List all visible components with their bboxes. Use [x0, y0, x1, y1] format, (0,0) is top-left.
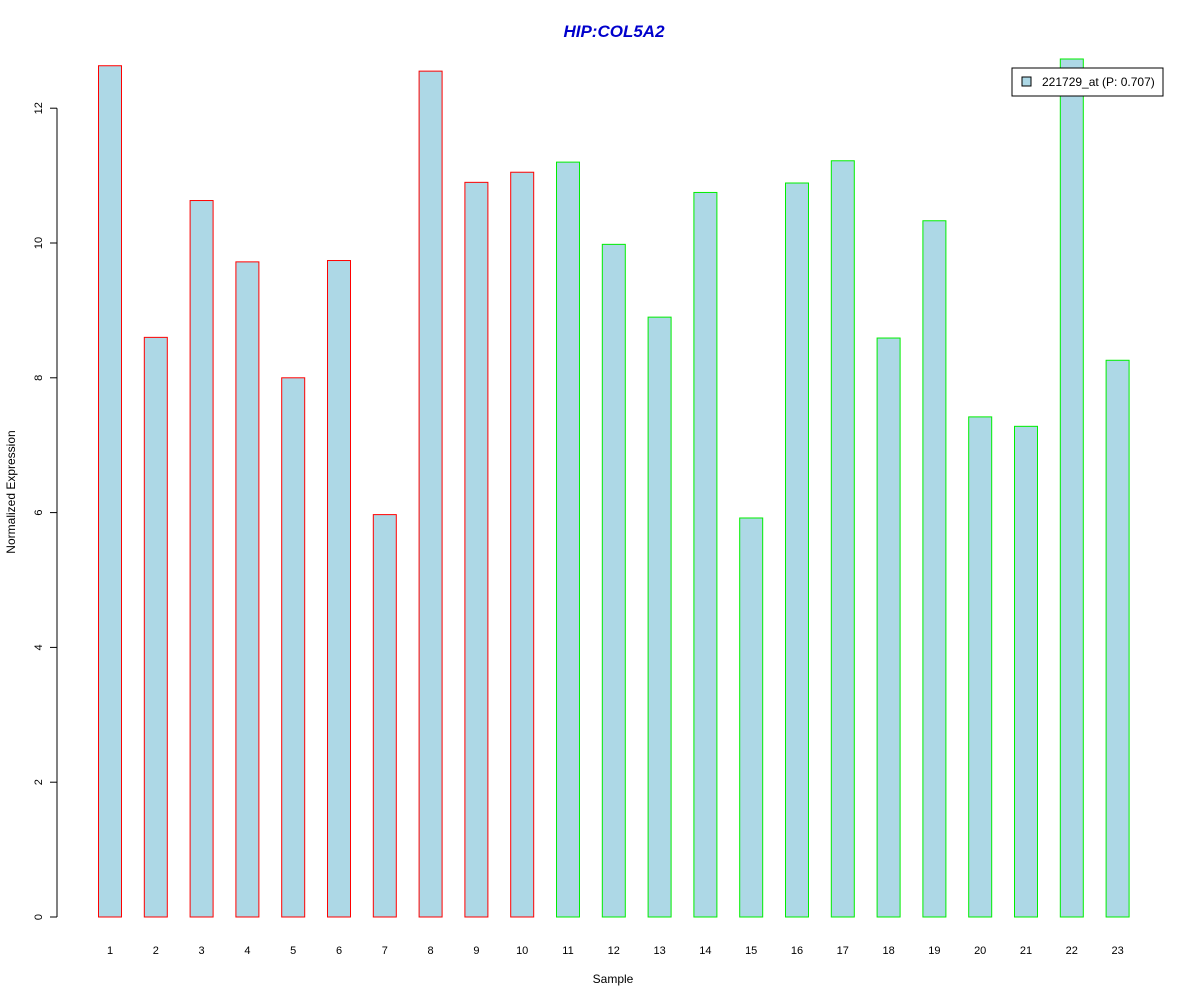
bar: [968, 416, 993, 918]
bar: [143, 336, 168, 918]
y-tick-label: 4: [33, 644, 45, 650]
x-tick-label: 10: [516, 945, 528, 957]
bar: [739, 517, 764, 918]
bar: [189, 200, 214, 918]
x-tick-label: 11: [562, 945, 573, 957]
bar: [235, 261, 260, 918]
x-tick-label: 21: [1020, 945, 1032, 957]
x-tick-label: 3: [199, 945, 205, 957]
x-tick-label: 17: [837, 945, 849, 957]
x-tick-label: 13: [653, 945, 665, 957]
bar: [876, 337, 901, 918]
chart-title: HIP:COL5A2: [563, 22, 665, 41]
legend-box: [1011, 67, 1164, 97]
x-tick-label: 12: [608, 945, 620, 957]
legend-label: 221729_at (P: 0.707): [1042, 75, 1155, 89]
bar: [281, 377, 306, 918]
x-tick-label: 7: [382, 945, 388, 957]
x-tick-label: 5: [290, 945, 296, 957]
bar: [785, 182, 809, 918]
bar: [601, 243, 626, 918]
x-tick-label: 4: [244, 945, 250, 957]
x-tick-label: 18: [882, 945, 894, 957]
bar: [556, 161, 580, 918]
x-tick-label: 1: [107, 945, 113, 957]
x-tick-label: 2: [153, 945, 159, 957]
y-tick-label: 0: [33, 914, 45, 920]
x-tick-label: 16: [791, 945, 803, 957]
x-axis-tick-labels: 1 2 3 4 5 6 7 8 9 10 11 12 13 14 15 16 17 18 19 20 21 22 23: [107, 945, 1124, 957]
y-axis-label: Normalized Expression: [4, 430, 18, 553]
bar: [693, 191, 718, 918]
bar: [327, 260, 351, 918]
x-tick-label: 14: [699, 945, 711, 957]
x-tick-label: 9: [473, 945, 479, 957]
y-tick-label: 8: [33, 375, 45, 381]
bar: [647, 316, 672, 918]
y-tick-label: 12: [33, 102, 45, 114]
x-tick-label: 8: [428, 945, 434, 957]
x-tick-label: 20: [974, 945, 986, 957]
bar: [1059, 58, 1084, 918]
x-tick-label: 6: [336, 945, 342, 957]
bar: [922, 220, 947, 918]
bar: [1105, 359, 1130, 918]
bar: [98, 65, 122, 918]
bar: [510, 171, 535, 918]
bar: [830, 160, 855, 918]
y-tick-label: 2: [33, 779, 45, 785]
bar: [372, 514, 397, 918]
y-axis: 0 2 4 6 8 10 12: [33, 102, 58, 920]
x-tick-label: 19: [928, 945, 940, 957]
x-tick-label: 22: [1066, 945, 1078, 957]
y-tick-label: 6: [33, 510, 45, 516]
y-tick-label: 10: [33, 237, 45, 249]
x-tick-label: 15: [745, 945, 757, 957]
legend: 221729_at (P: 0.707): [1011, 67, 1164, 97]
x-tick-label: 23: [1111, 945, 1123, 957]
x-axis-label: Sample: [593, 972, 634, 986]
legend-swatch: [1021, 76, 1032, 87]
bars: [98, 58, 1130, 918]
bar: [418, 70, 443, 918]
bar: [464, 181, 489, 918]
bar: [1014, 425, 1038, 918]
